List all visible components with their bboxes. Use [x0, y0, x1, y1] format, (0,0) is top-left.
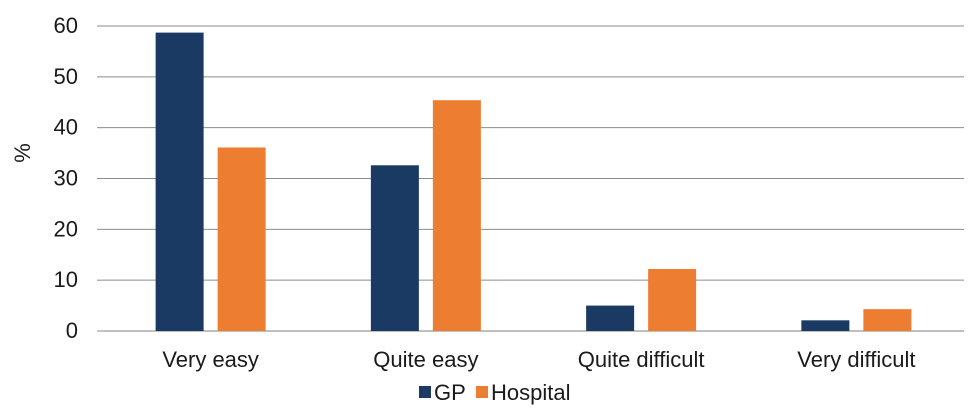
bar-gp: [370, 165, 419, 331]
y-axis-ticks: 0 10 20 30 40 50 60: [54, 13, 78, 343]
bar-gp: [155, 32, 204, 331]
y-tick-label: 30: [54, 166, 78, 191]
legend-swatch-hospital: [476, 386, 488, 398]
x-tick-label: Very difficult: [797, 347, 915, 372]
y-tick-label: 40: [54, 115, 78, 140]
x-tick-label: Quite difficult: [578, 347, 705, 372]
x-tick-label: Quite easy: [373, 347, 478, 372]
bar-hospital: [432, 100, 481, 331]
bars: [155, 32, 912, 331]
bar-hospital: [863, 309, 912, 331]
y-tick-label: 10: [54, 267, 78, 292]
y-axis-label: %: [10, 143, 35, 163]
bar-gp: [586, 305, 635, 331]
y-tick-label: 50: [54, 64, 78, 89]
y-tick-label: 0: [66, 318, 78, 343]
y-tick-label: 20: [54, 216, 78, 241]
legend: GP Hospital: [419, 380, 570, 405]
y-tick-label: 60: [54, 13, 78, 38]
x-axis-ticks: Very easy Quite easy Quite difficult Very d…: [162, 347, 915, 372]
x-tick-label: Very easy: [162, 347, 259, 372]
legend-swatch-gp: [419, 386, 431, 398]
bar-hospital: [648, 268, 697, 331]
legend-label-gp: GP: [434, 380, 466, 405]
bar-hospital: [217, 147, 266, 331]
bar-gp: [801, 320, 850, 331]
legend-label-hospital: Hospital: [491, 380, 570, 405]
